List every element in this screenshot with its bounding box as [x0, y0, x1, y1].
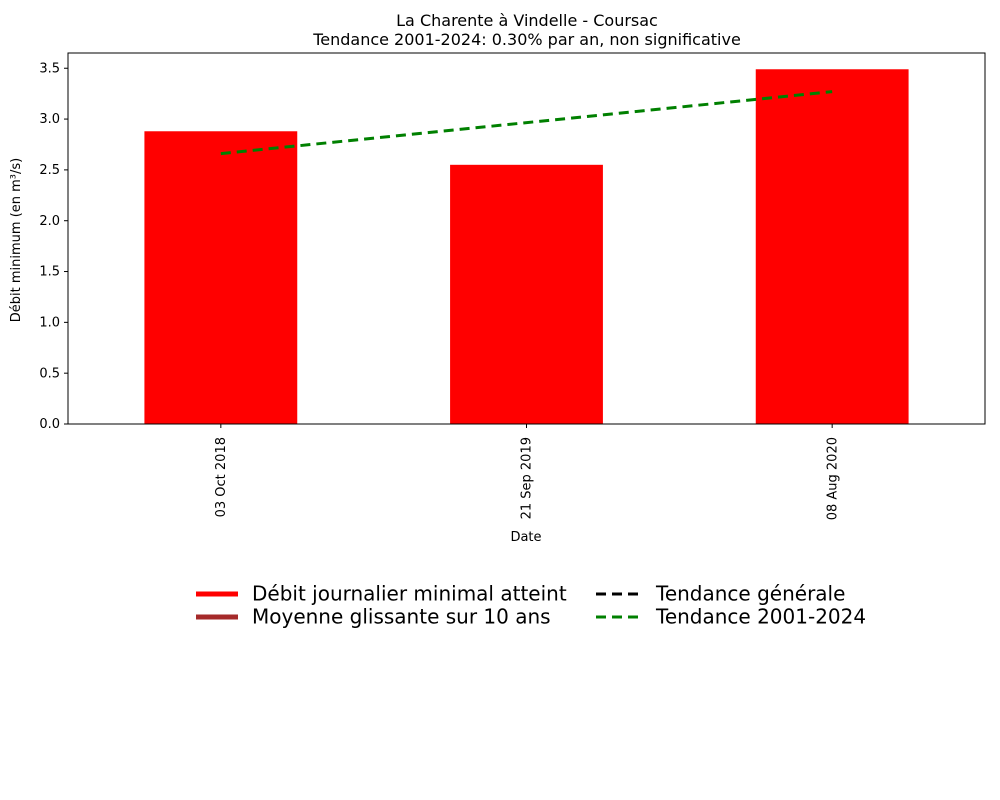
- chart-subtitle: Tendance 2001-2024: 0.30% par an, non si…: [312, 30, 741, 49]
- y-tick-label: 3.5: [39, 61, 60, 76]
- bar: [450, 164, 603, 424]
- y-axis-label: Débit minimum (en m³/s): [9, 158, 24, 322]
- y-tick-label: 0.0: [39, 417, 60, 432]
- y-tick-label: 1.5: [39, 265, 60, 280]
- chart-title: La Charente à Vindelle - Coursac: [396, 11, 658, 30]
- y-tick-label: 1.0: [39, 316, 60, 331]
- x-axis-ticks: 03 Oct 2018 21 Sep 2019 08 Aug 2020: [214, 424, 840, 520]
- trend-lines-layer: [220, 90, 833, 156]
- x-tick-label: 03 Oct 2018: [214, 437, 229, 517]
- legend: Débit journalier minimal atteintMoyenne …: [196, 581, 866, 628]
- trend-line-2001-2024: [220, 90, 833, 156]
- x-tick-label: 21 Sep 2019: [520, 437, 535, 519]
- bar: [755, 69, 909, 425]
- x-axis-label: Date: [510, 530, 541, 545]
- legend-label: Tendance générale: [655, 581, 845, 605]
- legend-label: Débit journalier minimal atteint: [252, 581, 567, 605]
- y-tick-label: 0.5: [39, 366, 60, 381]
- y-axis-ticks: 0.0 0.5 1.0 1.5 2.0 2.5 3.0 3.5: [39, 61, 68, 432]
- y-tick-label: 2.5: [39, 163, 60, 178]
- bars-layer: [144, 69, 909, 425]
- bar: [144, 131, 298, 424]
- x-tick-label: 08 Aug 2020: [825, 437, 840, 520]
- y-tick-label: 3.0: [39, 112, 60, 127]
- legend-label: Moyenne glissante sur 10 ans: [252, 604, 551, 628]
- y-tick-label: 2.0: [39, 214, 60, 229]
- legend-label: Tendance 2001-2024: [655, 604, 866, 628]
